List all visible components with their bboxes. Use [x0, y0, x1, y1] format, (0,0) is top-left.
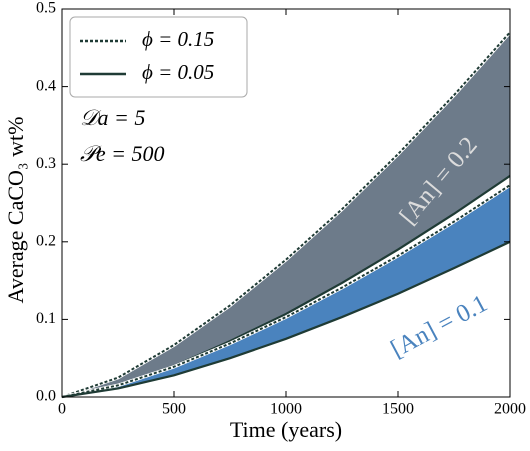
y-tick-label: 0.4	[36, 77, 56, 94]
legend-label: ϕ = 0.05	[142, 60, 214, 84]
x-axis-label: Time (years)	[230, 417, 342, 442]
x-tick-label: 0	[58, 401, 66, 418]
annotation: 𝒟a = 5	[80, 105, 145, 130]
x-tick-label: 1000	[270, 401, 302, 418]
x-tick-label: 500	[162, 401, 186, 418]
curve	[61, 31, 511, 398]
y-tick-label: 0.0	[36, 388, 56, 405]
legend-box	[69, 16, 248, 98]
y-tick-label: 0.3	[36, 155, 56, 172]
band-label: [An] = 0.1	[386, 290, 491, 363]
band-fill	[62, 32, 510, 397]
y-axis-label: Average CaCO₃ wt%	[3, 117, 28, 304]
x-tick-label: 2000	[494, 401, 526, 418]
curve	[61, 240, 511, 399]
legend-label: ϕ = 0.15	[142, 27, 214, 51]
y-tick-label: 0.5	[36, 0, 56, 17]
y-tick-label: 0.2	[36, 232, 56, 249]
x-tick-label: 1500	[382, 401, 414, 418]
y-tick-label: 0.1	[36, 310, 56, 327]
annotation: 𝒫e = 500	[80, 141, 164, 166]
curve	[61, 184, 511, 398]
